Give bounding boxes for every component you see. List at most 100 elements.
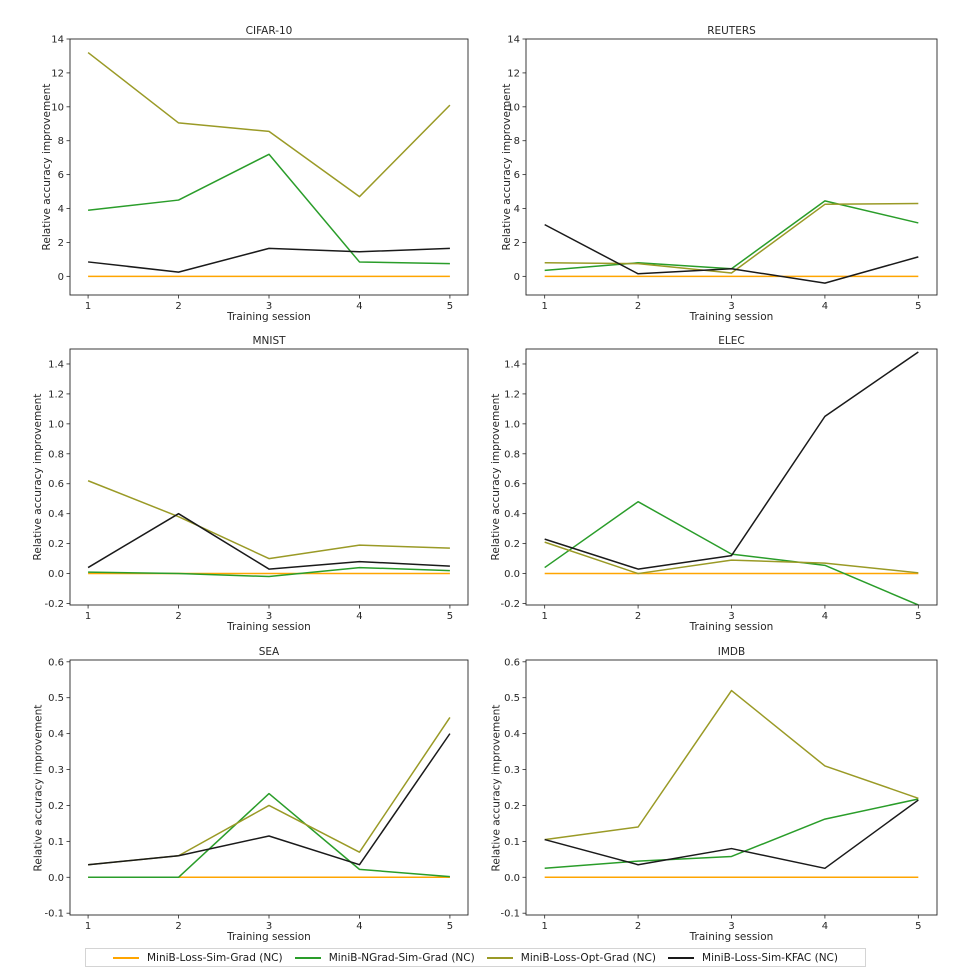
y-tick-label: 0.4 [504, 729, 520, 740]
y-tick-label: 14 [507, 35, 520, 46]
axes-frame [525, 38, 938, 296]
y-tick-label: 2 [58, 238, 64, 249]
legend-item-minib-loss-opt-grad: MiniB-Loss-Opt-Grad (NC) [486, 952, 656, 964]
x-axis-label: Training session [689, 621, 774, 633]
y-tick-label: -0.2 [44, 599, 64, 610]
x-tick-label: 1 [541, 301, 547, 312]
y-tick-label: 4 [58, 204, 64, 215]
legend-item-minib-ngrad-sim-grad: MiniB-NGrad-Sim-Grad (NC) [294, 951, 475, 964]
y-tick-label: 1.0 [48, 419, 64, 430]
series-minib-ngrad-sim-grad-nc [544, 500, 919, 605]
x-tick-label: 2 [175, 921, 181, 932]
x-axis-label: Training session [689, 311, 774, 323]
x-tick-label: 1 [85, 611, 91, 622]
y-tick-label: 0.4 [48, 509, 64, 520]
x-tick-label: 4 [356, 611, 362, 622]
series-minib-loss-sim-kfac-nc [88, 733, 451, 866]
legend-label: MiniB-Loss-Sim-Grad (NC) [147, 951, 283, 964]
legend-item-minib-loss-sim-grad: MiniB-Loss-Sim-Grad (NC) [113, 952, 283, 964]
y-tick-label: 0.2 [504, 539, 520, 550]
legend: MiniB-Loss-Sim-Grad (NC) MiniB-NGrad-Sim… [85, 948, 866, 967]
y-tick-label: 1.4 [504, 359, 520, 370]
x-tick-label: 5 [915, 921, 921, 932]
series-minib-loss-opt-grad-nc [87, 51, 451, 198]
chart-mnist: -0.2 0.0 0.2 0.4 0.6 0.8 1.0 1.2 1.4 1 2 3 4 5 [44, 348, 469, 622]
x-tick-label: 3 [266, 921, 272, 932]
x-tick-label: 4 [822, 301, 828, 312]
y-tick-label: 0 [514, 272, 520, 283]
chart-title-sea: SEA [258, 646, 280, 658]
y-tick-label: 2 [514, 238, 520, 249]
legend-label: MiniB-Loss-Sim-KFAC (NC) [702, 951, 838, 964]
y-tick-label: -0.2 [500, 599, 520, 610]
x-tick-label: 2 [175, 611, 181, 622]
y-tick-label: 6 [58, 170, 64, 181]
y-tick-label: 0.5 [48, 693, 64, 704]
y-tick-label: 0.0 [504, 569, 520, 580]
y-tick-label: 0.0 [48, 569, 64, 580]
x-axis-label: Training session [227, 931, 311, 943]
series-minib-ngrad-sim-grad-nc [88, 153, 450, 265]
y-axis-label: Relative accuracy improvement [32, 704, 44, 871]
chart-title-cifar-10: CIFAR-10 [245, 25, 293, 37]
y-tick-label: 8 [58, 136, 64, 147]
y-tick-label: 12 [51, 68, 64, 79]
y-tick-label: 0.6 [504, 657, 520, 668]
series-minib-loss-sim-kfac-nc [88, 247, 450, 273]
y-axis-label: Relative accuracy improvement [501, 83, 513, 251]
legend-line-swatch-olive [486, 956, 513, 959]
x-tick-label: 5 [915, 611, 921, 622]
y-tick-label: 0.6 [48, 479, 64, 490]
y-tick-label: 0.4 [48, 729, 64, 740]
series-minib-ngrad-sim-grad-nc [544, 200, 919, 272]
x-axis-label: Training session [227, 311, 311, 323]
series-minib-loss-sim-kfac-nc [544, 351, 919, 570]
y-tick-label: 4 [514, 204, 520, 215]
x-axis-label: Training session [227, 621, 311, 633]
axes-frame [69, 38, 469, 296]
series-minib-loss-opt-grad-nc [544, 541, 919, 575]
x-tick-label: 2 [175, 301, 181, 312]
y-tick-label: 0.2 [504, 801, 520, 812]
x-axis-label: Training session [689, 931, 774, 943]
series-minib-loss-opt-grad-nc [88, 717, 451, 866]
x-tick-label: 3 [266, 611, 272, 622]
y-tick-label: 0.8 [504, 449, 520, 460]
x-tick-label: 2 [635, 921, 641, 932]
y-tick-label: 1.0 [504, 419, 520, 430]
chart-elec: -0.2 0.0 0.2 0.4 0.6 0.8 1.0 1.2 1.4 1 2 3 4 5 [500, 348, 938, 622]
y-tick-label: 1.4 [48, 359, 64, 370]
series-minib-loss-opt-grad-nc [544, 689, 919, 841]
y-tick-label: -0.1 [500, 909, 520, 920]
series-minib-ngrad-sim-grad-nc [88, 566, 450, 578]
axes-frame [525, 348, 938, 606]
y-tick-label: 0.2 [48, 539, 64, 550]
y-tick-label: 0.2 [48, 801, 64, 812]
y-tick-label: 1.2 [48, 389, 64, 400]
x-tick-label: 5 [447, 611, 453, 622]
legend-line-swatch-orange [113, 956, 139, 959]
series-minib-ngrad-sim-grad-nc [88, 792, 450, 879]
y-tick-label: 0 [58, 272, 64, 283]
y-axis-label: Relative accuracy improvement [490, 393, 502, 561]
x-tick-label: 3 [728, 921, 734, 932]
y-tick-label: 12 [507, 68, 520, 79]
chart-sea: -0.1 0.0 0.1 0.2 0.3 0.4 0.5 0.6 1 2 3 4 5 [44, 657, 469, 932]
x-tick-label: 2 [635, 611, 641, 622]
y-axis-label: Relative accuracy improvement [32, 393, 44, 561]
chart-title-reuters: REUTERS [707, 25, 756, 37]
legend-label: MiniB-NGrad-Sim-Grad (NC) [328, 951, 475, 964]
x-tick-label: 4 [822, 611, 828, 622]
x-tick-label: 5 [915, 301, 921, 312]
x-tick-label: 4 [356, 301, 362, 312]
y-tick-label: 0.3 [48, 765, 64, 776]
series-minib-loss-opt-grad-nc [87, 480, 450, 560]
series-minib-loss-sim-kfac-nc [87, 512, 450, 570]
x-tick-label: 3 [728, 301, 734, 312]
series-minib-loss-sim-kfac-nc [544, 799, 919, 870]
y-tick-label: 8 [514, 136, 520, 147]
chart-title-elec: ELEC [718, 335, 745, 347]
y-tick-label: 0.1 [504, 837, 520, 848]
